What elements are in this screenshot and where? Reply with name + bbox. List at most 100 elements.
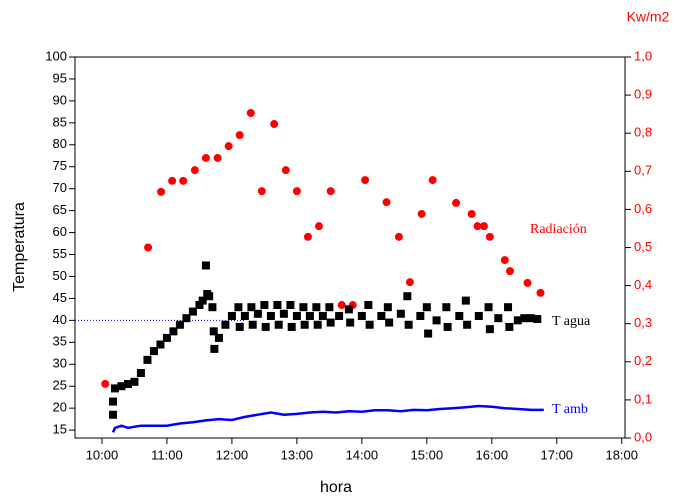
y2-tick-label: 0,3	[634, 315, 652, 330]
x-tick-label: 15:00	[411, 447, 444, 462]
y2-tick-label: 0,8	[634, 125, 652, 140]
radiation-point	[314, 222, 323, 231]
x-tick-label: 12:00	[216, 447, 249, 462]
y-tick-label: 75	[53, 158, 67, 173]
water-temp-point	[240, 311, 249, 320]
water-temp-point	[346, 318, 355, 327]
water-temp-point	[416, 311, 425, 320]
water-temp-point	[485, 325, 494, 334]
water-temp-point	[533, 315, 542, 324]
water-temp-point	[442, 303, 451, 312]
water-temp-point	[312, 303, 321, 312]
water-temp-point	[162, 333, 171, 342]
water-temp-point	[494, 314, 503, 323]
water-temp-point	[210, 344, 219, 353]
radiation-point	[467, 209, 476, 218]
y-tick-label: 20	[53, 400, 67, 415]
radiation-point	[417, 209, 426, 218]
water-temp-point	[335, 311, 344, 320]
water-temp-point	[292, 311, 301, 320]
series-label: T amb	[552, 402, 588, 417]
water-temp-point	[136, 369, 145, 378]
water-temp-point	[404, 320, 413, 329]
water-temp-point	[325, 303, 334, 312]
y-tick-label: 70	[53, 180, 67, 195]
water-temp-point	[209, 327, 218, 336]
water-temp-point	[305, 311, 314, 320]
water-temp-point	[526, 314, 535, 323]
y-tick-label: 55	[53, 246, 67, 261]
x-tick-label: 17:00	[541, 447, 574, 462]
radiation-point	[257, 187, 266, 196]
x-tick-label: 16:00	[476, 447, 509, 462]
x-tick-label: 13:00	[281, 447, 314, 462]
radiation-point	[270, 120, 279, 129]
water-temp-point	[235, 322, 244, 331]
water-temp-point	[461, 296, 470, 305]
water-temp-point	[261, 322, 270, 331]
water-temp-point	[279, 309, 288, 318]
radiation-point	[246, 109, 255, 118]
radiation-point	[523, 278, 532, 287]
y2-tick-label: 0,4	[634, 277, 652, 292]
radiation-point	[224, 142, 233, 151]
water-temp-point	[326, 318, 335, 327]
radiation-point	[168, 176, 177, 185]
water-temp-point	[364, 301, 373, 310]
water-temp-point	[318, 311, 327, 320]
water-temp-point	[143, 355, 152, 364]
water-temp-point	[109, 397, 118, 406]
water-temp-point	[109, 410, 118, 419]
radiation-point	[480, 222, 489, 231]
water-temp-point	[123, 380, 132, 389]
x-tick-label: 10:00	[86, 447, 119, 462]
water-temp-point	[234, 303, 243, 312]
radiation-point	[144, 243, 153, 252]
water-temp-point	[299, 303, 308, 312]
water-temp-point	[396, 309, 405, 318]
radiation-point	[337, 301, 346, 310]
y-tick-label: 50	[53, 268, 67, 283]
y2-tick-label: 0,9	[634, 87, 652, 102]
y2-tick-label: 0,2	[634, 353, 652, 368]
water-temp-point	[273, 301, 282, 310]
water-temp-point	[357, 311, 366, 320]
water-temp-point	[505, 322, 514, 331]
radiation-point	[473, 222, 482, 231]
water-temp-point	[424, 329, 433, 338]
water-temp-point	[253, 309, 262, 318]
radiation-point	[292, 187, 301, 196]
water-temp-point	[248, 320, 257, 329]
water-temp-point	[463, 320, 472, 329]
y-tick-label: 15	[53, 422, 67, 437]
x-axis-title: hora	[320, 479, 352, 496]
water-temp-point	[214, 333, 223, 342]
water-temp-point	[504, 303, 513, 312]
y2-axis-title: Kw/m2	[627, 9, 670, 25]
water-temp-point	[286, 301, 295, 310]
water-temp-point	[455, 311, 464, 320]
water-temp-point	[344, 305, 353, 314]
water-temp-point	[149, 347, 158, 356]
water-temp-point	[221, 320, 230, 329]
radiation-point	[101, 379, 110, 388]
y-tick-label: 30	[53, 356, 67, 371]
water-temp-point	[195, 301, 204, 310]
water-temp-point	[274, 320, 283, 329]
water-temp-point	[432, 316, 441, 325]
water-temp-point	[403, 292, 412, 301]
radiation-point	[179, 176, 188, 185]
x-tick-label: 18:00	[605, 447, 638, 462]
x-tick-label: 14:00	[346, 447, 379, 462]
y-tick-label: 60	[53, 224, 67, 239]
plot-frame	[74, 56, 626, 439]
radiation-point	[326, 187, 335, 196]
y-tick-label: 100	[45, 48, 67, 63]
y-tick-label: 85	[53, 114, 67, 129]
water-temp-point	[513, 316, 522, 325]
series-label: Radiación	[530, 222, 587, 237]
water-temp-point	[208, 303, 217, 312]
water-temp-point	[130, 377, 139, 386]
